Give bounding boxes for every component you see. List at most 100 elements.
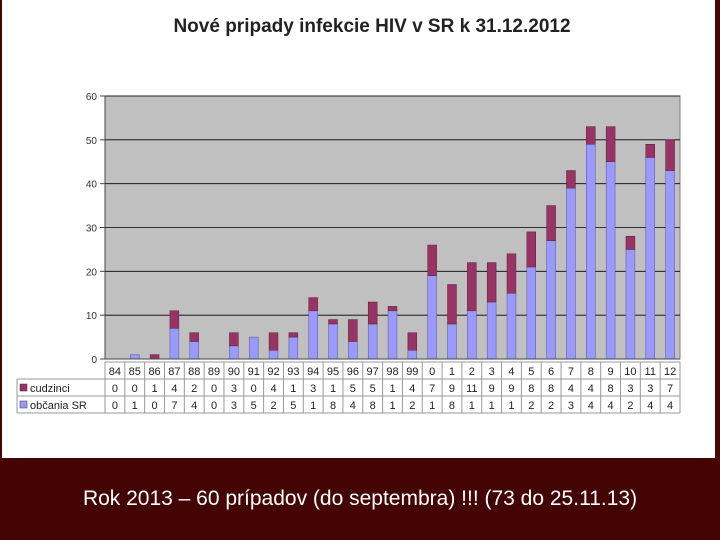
- data-table-cell: 7: [429, 383, 435, 395]
- bar-obcania: [467, 310, 477, 360]
- x-tick-label: 97: [367, 366, 379, 378]
- bar-obcania: [268, 349, 279, 360]
- x-tick-label: 93: [287, 366, 299, 378]
- x-tick-label: 91: [248, 366, 260, 378]
- bar-cudzinci: [288, 332, 299, 338]
- bar-cudzinci: [367, 301, 378, 325]
- bar-cudzinci: [308, 297, 318, 312]
- bar-obcania: [427, 275, 437, 360]
- x-tick-label: 86: [148, 366, 160, 378]
- x-tick-label: 7: [568, 366, 574, 378]
- x-tick-label: 12: [664, 366, 676, 378]
- data-table-cell: 8: [370, 400, 376, 412]
- bar-obcania: [189, 341, 199, 360]
- x-tick-label: 1: [449, 366, 455, 378]
- bar-obcania: [348, 341, 358, 360]
- x-tick-label: 85: [129, 366, 141, 378]
- x-tick-label: 4: [508, 366, 514, 378]
- bar-obcania: [665, 170, 675, 360]
- bar-obcania: [645, 157, 655, 360]
- data-table-cell: 3: [231, 400, 237, 412]
- chart-area: Nové pripady infekcie HIV v SR k 31.12.2…: [2, 0, 715, 458]
- data-table-cell: 1: [310, 400, 316, 412]
- x-tick-label: 8: [588, 366, 594, 378]
- bar-cudzinci: [467, 262, 477, 312]
- data-table-cell: 1: [132, 400, 138, 412]
- data-table-cell: 0: [132, 383, 138, 395]
- data-table-cell: 8: [548, 383, 554, 395]
- bar-cudzinci: [506, 253, 517, 294]
- bar-obcania: [130, 354, 140, 360]
- x-tick-label: 3: [489, 366, 495, 378]
- x-tick-label: 89: [208, 366, 220, 378]
- data-table-cell: 4: [191, 400, 197, 412]
- bar-obcania: [586, 143, 596, 360]
- legend-label: cudzinci: [30, 383, 70, 395]
- data-table-cell: 5: [251, 400, 257, 412]
- data-table-cell: 9: [508, 383, 514, 395]
- bar-obcania: [506, 293, 517, 360]
- x-tick-label: 95: [327, 366, 339, 378]
- data-table-cell: 8: [449, 400, 455, 412]
- data-table-cell: 9: [449, 383, 455, 395]
- x-tick-label: 11: [645, 366, 656, 378]
- x-tick-label: 96: [347, 366, 359, 378]
- data-table-cell: 1: [489, 400, 495, 412]
- data-table-cell: 8: [528, 383, 534, 395]
- data-table-cell: 2: [548, 400, 554, 412]
- y-tick-label: 60: [86, 92, 98, 103]
- legend-swatch: [19, 383, 28, 392]
- y-tick-label: 40: [86, 180, 98, 191]
- bar-obcania: [546, 240, 556, 360]
- data-table-cell: 2: [409, 400, 415, 412]
- bar-obcania: [566, 187, 576, 360]
- data-table-cell: 4: [647, 400, 653, 412]
- bar-cudzinci: [348, 319, 358, 342]
- bar-cudzinci: [605, 126, 616, 162]
- bar-obcania: [605, 161, 616, 360]
- bar-cudzinci: [169, 310, 180, 329]
- bar-obcania: [387, 310, 398, 360]
- bar-obcania: [288, 336, 299, 360]
- data-table-cell: 0: [211, 400, 217, 412]
- bar-obcania: [526, 266, 537, 360]
- data-table-cell: 2: [528, 400, 534, 412]
- slide-caption: Rok 2013 – 60 prípadov (do septembra) !!…: [0, 458, 720, 540]
- data-table-cell: 4: [588, 400, 594, 412]
- data-table-cell: 4: [667, 400, 673, 412]
- data-table-cell: 2: [270, 400, 276, 412]
- hiv-cases-chart: Nové pripady infekcie HIV v SR k 31.12.2…: [16, 16, 681, 414]
- data-table-cell: 4: [270, 383, 276, 395]
- data-table-cell: 1: [429, 400, 435, 412]
- data-table-cell: 2: [627, 400, 633, 412]
- data-table-cell: 1: [290, 383, 296, 395]
- x-tick-label: 5: [528, 366, 534, 378]
- data-table-cell: 1: [389, 400, 395, 412]
- x-tick-label: 94: [307, 366, 319, 378]
- data-table-cell: 2: [191, 383, 197, 395]
- bar-cudzinci: [407, 332, 418, 351]
- bar-obcania: [229, 345, 239, 360]
- bar-cudzinci: [189, 332, 199, 342]
- bar-cudzinci: [546, 205, 556, 241]
- data-table-cell: 4: [171, 383, 177, 395]
- x-tick-label: 98: [386, 366, 398, 378]
- bar-cudzinci: [268, 332, 279, 351]
- data-table-cell: 8: [330, 400, 336, 412]
- data-table-cell: 1: [330, 383, 336, 395]
- bar-obcania: [625, 249, 636, 360]
- bar-cudzinci: [526, 231, 537, 268]
- data-table-cell: 4: [409, 383, 415, 395]
- data-table-cell: 7: [171, 400, 177, 412]
- data-table-cell: 3: [647, 383, 653, 395]
- y-tick-label: 10: [86, 311, 98, 322]
- data-table-cell: 1: [389, 383, 395, 395]
- y-tick-label: 0: [91, 355, 97, 366]
- data-table-cell: 0: [211, 383, 217, 395]
- data-table-cell: 3: [627, 383, 633, 395]
- data-table-cell: 4: [350, 400, 356, 412]
- data-table-cell: 7: [667, 383, 673, 395]
- bar-cudzinci: [427, 244, 437, 276]
- data-table-cell: 3: [310, 383, 316, 395]
